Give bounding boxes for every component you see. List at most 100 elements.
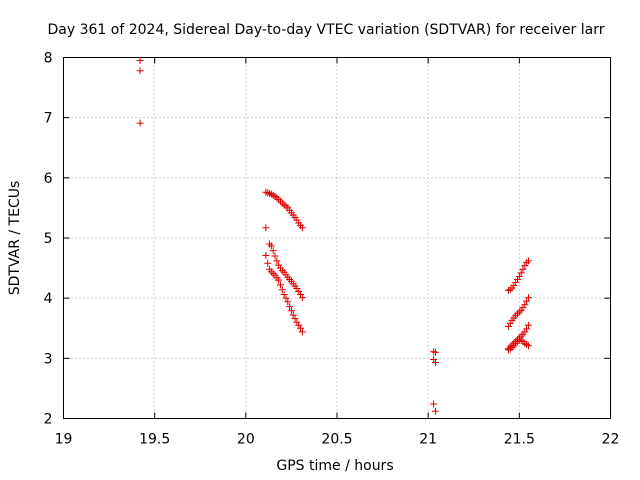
data-point (514, 276, 522, 284)
x-tick-label: 20 (237, 432, 255, 448)
data-point (431, 407, 439, 415)
data-point (275, 276, 283, 284)
chart-title: Day 361 of 2024, Sidereal Day-to-day VTE… (48, 22, 605, 38)
data-point (524, 321, 532, 329)
data-point (136, 119, 144, 127)
x-axis-label: GPS time / hours (276, 458, 393, 474)
data-point (291, 315, 299, 323)
data-point (269, 269, 277, 277)
data-point (273, 194, 281, 202)
data-point (297, 324, 305, 332)
data-point (282, 202, 290, 210)
x-tick-label: 22 (602, 432, 620, 448)
data-point (430, 400, 438, 408)
data-point (136, 67, 144, 75)
data-point (298, 224, 306, 232)
data-point (262, 251, 270, 259)
y-axis-label: SDTVAR / TECUs (7, 181, 23, 296)
data-point (512, 279, 520, 287)
data-point (278, 266, 286, 274)
data-point (275, 261, 283, 269)
data-point (266, 240, 274, 248)
data-point (517, 269, 525, 277)
data-point (293, 285, 301, 293)
y-tick-label: 2 (44, 412, 53, 428)
data-point (289, 311, 297, 319)
y-tick-label: 5 (44, 231, 53, 247)
data-point (514, 310, 522, 318)
data-point (504, 286, 512, 294)
data-point (271, 192, 279, 200)
x-tick-label: 21.5 (504, 432, 535, 448)
data-point (523, 259, 531, 267)
data-point (515, 308, 523, 316)
data-point (267, 268, 275, 276)
data-point (276, 197, 284, 205)
data-point (521, 262, 529, 270)
data-points (136, 57, 532, 415)
data-point (298, 294, 306, 302)
data-point (280, 291, 288, 299)
data-point (521, 339, 529, 347)
data-point (517, 336, 525, 344)
data-point (523, 325, 531, 333)
data-point (508, 344, 516, 352)
data-point (262, 224, 270, 232)
data-point (506, 345, 514, 353)
data-point (523, 340, 531, 348)
data-point (515, 273, 523, 281)
data-point (430, 356, 438, 364)
x-tick-label: 20.5 (321, 432, 352, 448)
data-point (431, 359, 439, 367)
data-point (278, 286, 286, 294)
data-point (521, 328, 529, 336)
x-tick-label: 21 (419, 432, 437, 448)
data-point (264, 189, 272, 197)
data-point (278, 199, 286, 207)
y-tick-label: 8 (44, 51, 53, 67)
data-point (267, 190, 275, 198)
data-point (523, 297, 531, 305)
y-tick-label: 4 (44, 291, 53, 307)
x-tick-label: 19 (55, 432, 73, 448)
data-point (524, 294, 532, 302)
plot-frame (63, 57, 611, 419)
data-point (280, 201, 288, 209)
y-tick-label: 7 (44, 111, 53, 127)
data-point (293, 318, 301, 326)
data-point (524, 342, 532, 350)
data-point (524, 257, 532, 265)
data-point (504, 322, 512, 330)
data-point (506, 286, 514, 294)
data-point (262, 188, 270, 196)
data-point (264, 259, 272, 267)
data-point (506, 319, 514, 327)
data-point (512, 312, 520, 320)
data-point (136, 57, 144, 65)
data-point (276, 281, 284, 289)
data-point (298, 328, 306, 336)
grid (63, 57, 611, 419)
data-point (287, 307, 295, 315)
data-point (512, 339, 520, 347)
data-point (519, 304, 527, 312)
data-point (293, 216, 301, 224)
data-point (284, 298, 292, 306)
data-point (269, 247, 277, 255)
data-point (295, 288, 303, 296)
data-point (271, 252, 279, 260)
data-point (510, 282, 518, 290)
data-point (297, 291, 305, 299)
data-point (269, 191, 277, 199)
data-point (267, 242, 275, 250)
data-point (295, 321, 303, 329)
data-point (286, 303, 294, 311)
x-tick-label: 19.5 (139, 432, 170, 448)
data-point (286, 276, 294, 284)
data-point (273, 257, 281, 265)
data-point (519, 337, 527, 345)
y-tick-label: 6 (44, 171, 53, 187)
y-tick-label: 3 (44, 351, 53, 367)
